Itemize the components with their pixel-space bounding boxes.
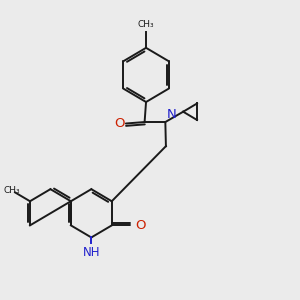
Text: CH₃: CH₃ <box>138 20 154 29</box>
Text: O: O <box>136 219 146 232</box>
Text: CH₃: CH₃ <box>3 186 20 195</box>
Text: NH: NH <box>82 246 100 259</box>
Text: O: O <box>114 117 125 130</box>
Text: N: N <box>167 108 176 121</box>
